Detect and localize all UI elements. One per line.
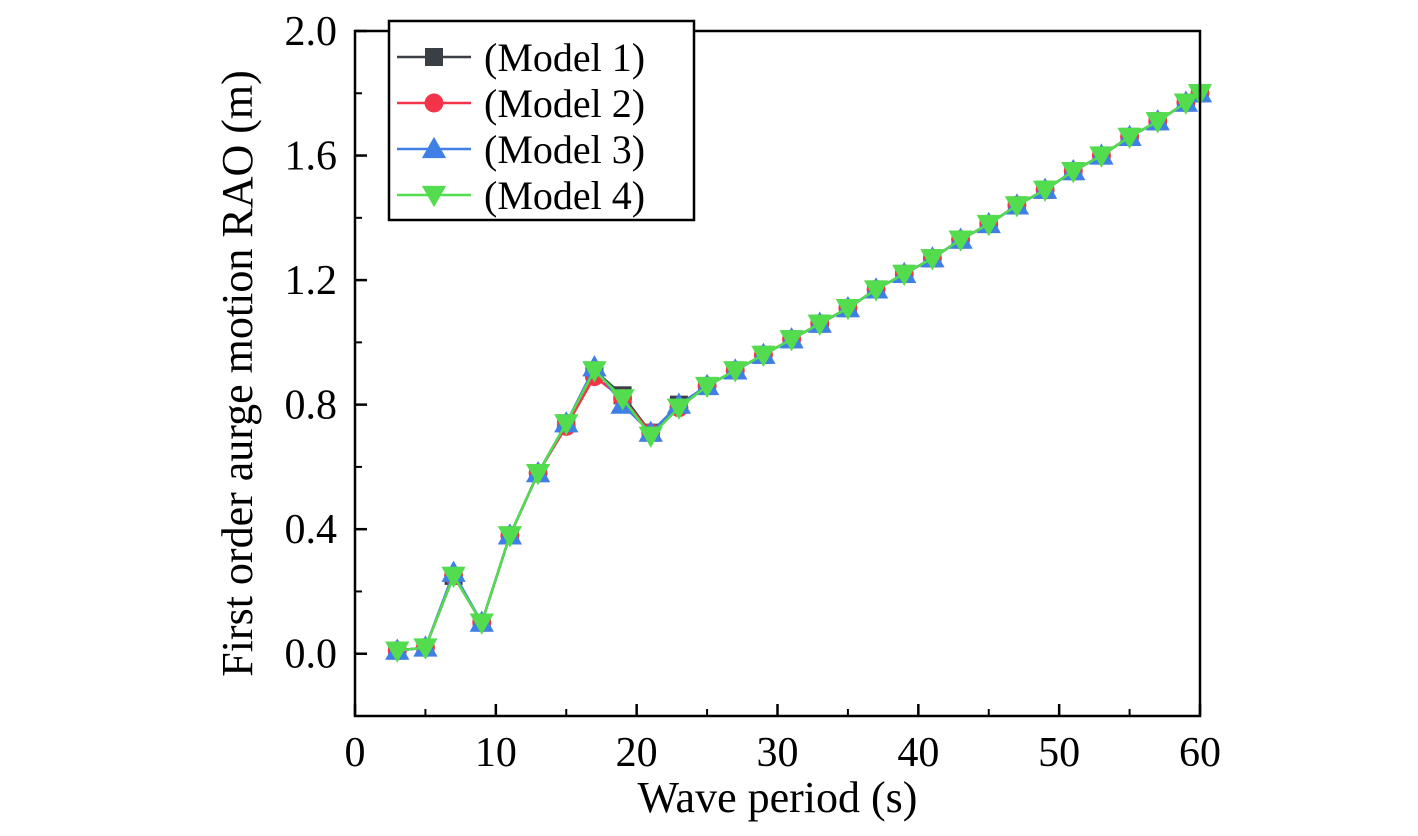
x-tick-label: 40 bbox=[897, 730, 939, 776]
data-point-model-4 bbox=[948, 230, 973, 252]
data-point-model-4 bbox=[413, 638, 438, 660]
legend-item-model-3: (Model 3) bbox=[397, 127, 645, 172]
data-point-model-4 bbox=[807, 314, 832, 336]
data-point-model-4 bbox=[666, 398, 692, 420]
data-point-model-4 bbox=[610, 389, 635, 411]
data-point-model-4 bbox=[525, 464, 551, 486]
data-point-model-4 bbox=[1117, 127, 1142, 150]
data-point-model-4 bbox=[976, 214, 1001, 237]
data-point-model-4 bbox=[723, 361, 748, 383]
x-tick-label: 50 bbox=[1038, 730, 1080, 776]
y-tick-label: 1.6 bbox=[285, 134, 338, 180]
legend-marker bbox=[425, 48, 443, 66]
legend-label: (Model 2) bbox=[484, 81, 645, 126]
data-point-model-4 bbox=[1145, 112, 1170, 134]
legend-label: (Model 1) bbox=[484, 35, 645, 80]
data-point-model-4 bbox=[751, 345, 776, 367]
legend-label: (Model 4) bbox=[484, 173, 645, 218]
legend-item-model-2: (Model 2) bbox=[397, 81, 645, 126]
data-point-model-4 bbox=[694, 376, 720, 399]
x-tick-label: 0 bbox=[345, 730, 366, 776]
legend-marker bbox=[421, 185, 447, 208]
legend-label: (Model 3) bbox=[484, 127, 645, 172]
legend-item-model-4: (Model 4) bbox=[397, 173, 645, 218]
data-point-model-4 bbox=[1004, 196, 1030, 218]
data-point-model-4 bbox=[1032, 180, 1058, 202]
series-layer bbox=[385, 81, 1213, 663]
y-tick-label: 2.0 bbox=[285, 9, 338, 55]
data-point-model-4 bbox=[554, 414, 579, 436]
x-tick-label: 10 bbox=[475, 730, 517, 776]
data-point-model-4 bbox=[835, 299, 861, 321]
data-point-model-4 bbox=[1061, 162, 1086, 184]
data-point-model-4 bbox=[469, 613, 494, 635]
x-tick-label: 60 bbox=[1179, 730, 1221, 776]
ticks-layer: 0 10 20 30 40 50 60 0.0 0.4 0.8 1.2 1.6 2.0 bbox=[285, 9, 1222, 776]
data-point-model-4 bbox=[892, 264, 917, 287]
legend: (Model 1)(Model 2)(Model 3)(Model 4) bbox=[387, 19, 696, 222]
legend-marker bbox=[424, 93, 444, 113]
x-tick-label: 20 bbox=[616, 730, 658, 776]
x-axis-label: Wave period (s) bbox=[638, 773, 918, 822]
data-point-model-4 bbox=[441, 566, 466, 589]
x-tick-label: 30 bbox=[757, 730, 799, 776]
data-point-model-4 bbox=[920, 249, 945, 271]
data-point-model-4 bbox=[1173, 93, 1199, 115]
data-point-model-4 bbox=[779, 330, 804, 352]
series-model-4 bbox=[385, 84, 1213, 663]
y-axis-label: First order aurge motion RAO (m) bbox=[213, 70, 262, 677]
data-point-model-4 bbox=[863, 280, 889, 302]
data-point-model-4 bbox=[497, 526, 523, 548]
data-point-model-4 bbox=[385, 641, 410, 663]
legend-marker bbox=[421, 136, 447, 159]
y-tick-label: 0.0 bbox=[285, 632, 338, 678]
legend-item-model-1: (Model 1) bbox=[397, 35, 645, 80]
data-point-model-4 bbox=[638, 426, 663, 448]
data-point-model-4 bbox=[582, 361, 607, 383]
y-tick-label: 0.4 bbox=[285, 507, 338, 553]
data-point-model-4 bbox=[1089, 146, 1114, 168]
y-tick-label: 0.8 bbox=[285, 383, 338, 429]
y-tick-label: 1.2 bbox=[285, 258, 338, 304]
